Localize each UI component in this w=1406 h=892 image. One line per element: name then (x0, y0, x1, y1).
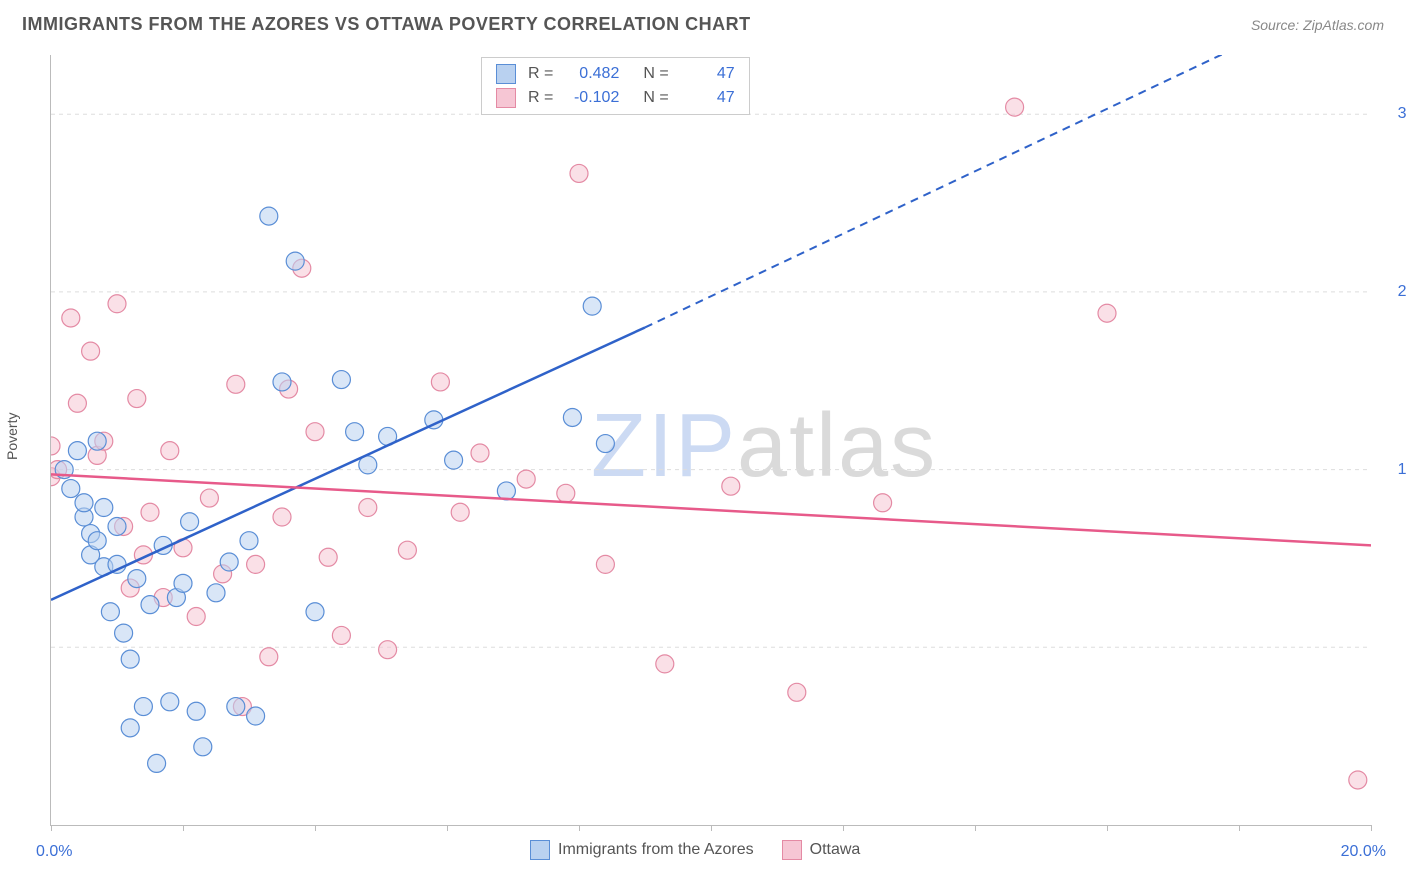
y-tick-label: 30.0% (1379, 105, 1406, 123)
n-label: N = (643, 65, 668, 83)
swatch-series-a (496, 64, 516, 84)
y-tick-label: 15.0% (1379, 461, 1406, 479)
source-label: Source: ZipAtlas.com (1251, 17, 1384, 33)
legend-stats: R = 0.482 N = 47 R = -0.102 N = 47 (481, 57, 750, 115)
x-tick (975, 825, 976, 831)
legend-item: Ottawa (782, 840, 861, 860)
y-tick-label: 22.5% (1379, 283, 1406, 301)
x-tick (579, 825, 580, 831)
x-tick (711, 825, 712, 831)
x-tick (1239, 825, 1240, 831)
legend-item: Immigrants from the Azores (530, 840, 754, 860)
x-tick (1371, 825, 1372, 831)
r-label: R = (528, 89, 553, 107)
n-label: N = (643, 89, 668, 107)
legend-label: Ottawa (810, 841, 861, 859)
n-value: 47 (681, 65, 735, 83)
y-axis-label: Poverty (4, 413, 20, 460)
swatch-series-a (530, 840, 550, 860)
x-tick (315, 825, 316, 831)
plot-area: ZIPatlas R = 0.482 N = 47 R = -0.102 N =… (50, 55, 1371, 826)
legend-label: Immigrants from the Azores (558, 841, 754, 859)
legend-stats-row: R = 0.482 N = 47 (482, 62, 749, 86)
swatch-series-b (496, 88, 516, 108)
r-value: 0.482 (565, 65, 619, 83)
swatch-series-b (782, 840, 802, 860)
x-tick-label-min: 0.0% (36, 843, 72, 861)
legend-stats-row: R = -0.102 N = 47 (482, 86, 749, 110)
x-tick-label-max: 20.0% (1341, 843, 1386, 861)
y-tick-label: 7.5% (1379, 638, 1406, 656)
chart-title: IMMIGRANTS FROM THE AZORES VS OTTAWA POV… (22, 14, 751, 35)
x-tick (447, 825, 448, 831)
r-label: R = (528, 65, 553, 83)
trend-layer (51, 55, 1371, 825)
x-tick (843, 825, 844, 831)
x-tick (183, 825, 184, 831)
r-value: -0.102 (565, 89, 619, 107)
x-tick (1107, 825, 1108, 831)
n-value: 47 (681, 89, 735, 107)
x-tick (51, 825, 52, 831)
legend-series: Immigrants from the Azores Ottawa (530, 840, 860, 860)
